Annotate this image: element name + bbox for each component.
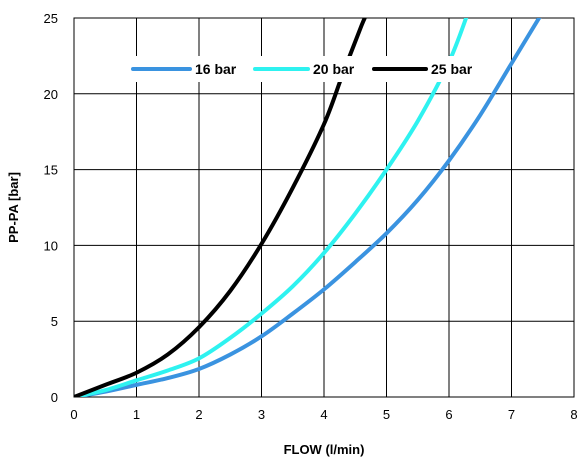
y-tick-label: 5 <box>51 314 58 329</box>
y-tick-label: 15 <box>44 163 58 178</box>
y-tick-label: 0 <box>51 390 58 405</box>
series-line-20-bar <box>74 18 469 397</box>
legend-label: 20 bar <box>313 61 355 77</box>
legend-label: 25 bar <box>431 61 473 77</box>
x-tick-label: 0 <box>70 407 77 422</box>
x-tick-label: 3 <box>258 407 265 422</box>
x-tick-label: 5 <box>383 407 390 422</box>
x-tick-label: 6 <box>445 407 452 422</box>
x-tick-label: 2 <box>195 407 202 422</box>
x-tick-label: 1 <box>133 407 140 422</box>
x-tick-label: 4 <box>320 407 327 422</box>
legend: 16 bar 20 bar 25 bar <box>128 56 484 82</box>
y-tick-label: 25 <box>44 11 58 26</box>
x-tick-label: 7 <box>508 407 515 422</box>
series-line-16-bar <box>74 18 542 397</box>
y-tick-label: 10 <box>44 238 58 253</box>
y-axis-title: PP-PA [bar] <box>6 172 21 243</box>
plot-area-border <box>73 17 575 398</box>
y-tick-label: 20 <box>44 87 58 102</box>
axes: 0 1 2 3 4 5 6 7 8 0 5 10 15 20 25 <box>44 11 578 422</box>
x-axis-title: FLOW (l/min) <box>284 442 365 457</box>
x-tick-label: 8 <box>570 407 577 422</box>
legend-label: 16 bar <box>195 61 237 77</box>
